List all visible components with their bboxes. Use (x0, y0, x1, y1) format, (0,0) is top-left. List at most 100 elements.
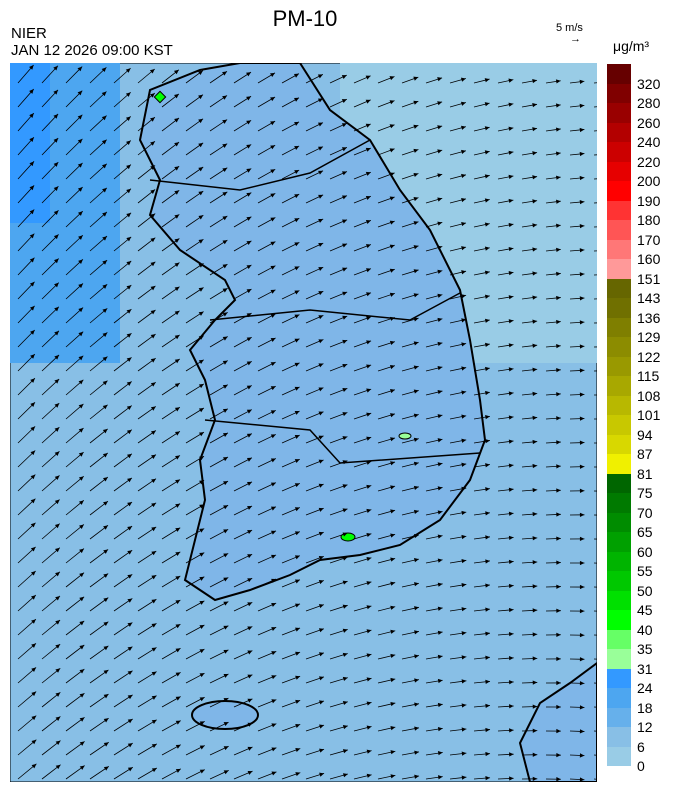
wind-arrow-head (247, 770, 253, 775)
wind-arrow-head (508, 583, 514, 589)
wind-arrow-head (294, 218, 300, 223)
wind-arrow-head (54, 403, 60, 408)
colorbar-label: 260 (637, 114, 661, 131)
hotspot (398, 432, 412, 440)
wind-arrow-head (151, 478, 157, 484)
wind-arrow-head (484, 174, 490, 179)
wind-arrow-head (78, 235, 83, 240)
wind-arrow-head (247, 746, 253, 751)
wind-arrow-head (342, 315, 348, 320)
wind-arrow-head (508, 415, 514, 420)
wind-arrow-head (389, 244, 395, 249)
wind-arrow-head (198, 311, 204, 316)
wind-arrow-head (199, 552, 205, 557)
wind-arrow-head (508, 559, 514, 565)
wind-arrow-head (461, 751, 467, 756)
wind-arrow-head (222, 215, 228, 221)
wind-arrow-head (555, 175, 561, 180)
wind-arrow-head (366, 340, 372, 345)
wind-arrow-head (30, 378, 35, 383)
wind-arrow-head (579, 79, 585, 84)
wind-arrow (593, 706, 597, 708)
wind-arrow-head (579, 536, 585, 542)
wind-arrow-head (222, 384, 228, 389)
wind-arrow-head (101, 115, 107, 121)
wind-arrow-head (29, 305, 35, 311)
wind-arrow-head (222, 288, 228, 293)
wind-arrow-head (414, 678, 419, 683)
wind-arrow-head (461, 679, 467, 684)
wind-arrow-head (53, 234, 59, 240)
wind-arrow-head (127, 767, 133, 772)
wind-arrow-head (294, 579, 300, 584)
wind-arrow-head (31, 667, 37, 672)
wind-arrow-head (199, 600, 205, 605)
wind-arrow-head (437, 462, 443, 467)
colorbar-label: 320 (637, 75, 661, 92)
colorbar-label: 122 (637, 348, 661, 365)
wind-arrow-head (342, 388, 348, 393)
wind-arrow-head (295, 699, 301, 704)
wind-arrow-head (271, 747, 277, 752)
wind-arrow-head (198, 263, 204, 268)
wind-arrow-head (532, 728, 538, 733)
colorbar-segment (607, 649, 631, 669)
wind-arrow-head (556, 392, 561, 397)
wind-arrow-head (341, 171, 347, 176)
wind-arrow-head (30, 354, 35, 359)
wind-arrow-head (79, 669, 85, 674)
wind-arrow-head (246, 264, 252, 270)
wind-arrow-head (222, 71, 227, 76)
wind-vectors (17, 64, 597, 782)
wind-arrow-head (151, 502, 157, 508)
wind-arrow-head (294, 170, 300, 175)
colorbar-label: 151 (637, 270, 661, 287)
wind-arrow-head (151, 526, 157, 532)
wind-arrow-head (579, 392, 585, 397)
wind-arrow-head (390, 461, 396, 466)
wind-arrow-head (246, 72, 252, 77)
wind-arrow-head (247, 674, 253, 679)
wind-arrow-head (318, 194, 324, 199)
wind-arrow-head (389, 292, 395, 297)
wind-arrow-head (223, 553, 229, 558)
wind-arrow-head (414, 750, 420, 755)
wind-arrow-head (294, 435, 300, 439)
wind-arrow-head (461, 438, 467, 443)
wind-arrow-head (54, 354, 60, 360)
wind-arrow-head (579, 199, 585, 205)
wind-arrow-head (556, 752, 561, 758)
colorbar-segment (607, 746, 631, 766)
wind-arrow-head (532, 704, 538, 709)
wind-arrow-head (295, 603, 301, 608)
wind-arrow-head (318, 315, 324, 320)
colorbar-label: 129 (637, 329, 661, 345)
wind-arrow-head (366, 484, 372, 489)
wind-arrow-head (532, 463, 538, 469)
wind-arrow-head (508, 78, 514, 83)
wind-arrow-head (151, 551, 157, 556)
wind-arrow-head (55, 595, 60, 601)
wind-arrow-head (460, 77, 466, 82)
wind-arrow-head (342, 580, 348, 585)
wind-arrow-head (270, 313, 276, 318)
wind-arrow-head (413, 389, 419, 394)
wind-arrow-head (55, 571, 60, 577)
wind-arrow-head (102, 404, 108, 410)
wind-arrow-head (222, 264, 228, 269)
colorbar-label: 101 (637, 407, 661, 423)
wind-arrow-head (508, 102, 514, 107)
wind-arrow-head (437, 414, 443, 419)
wind-arrow-head (174, 142, 180, 147)
wind-arrow-head (29, 209, 35, 215)
wind-arrow-head (126, 188, 132, 194)
wind-arrow-head (318, 555, 324, 560)
colorbar-segment (607, 337, 631, 357)
wind-arrow-head (366, 532, 372, 538)
wind-arrow-head (342, 532, 348, 537)
wind-arrow-head (79, 572, 85, 578)
wind-arrow-head (294, 97, 300, 102)
wind-arrow-head (342, 195, 348, 200)
wind-arrow-head (271, 651, 277, 656)
wind-arrow-head (461, 270, 467, 275)
